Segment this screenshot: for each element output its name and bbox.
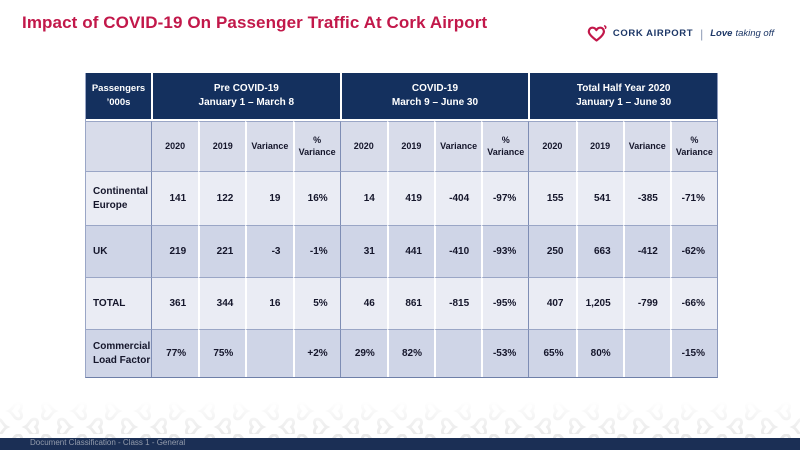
table-subheader-spacer bbox=[86, 121, 151, 171]
brand-name: CORK AIRPORT bbox=[612, 28, 694, 39]
table-cell bbox=[245, 329, 293, 377]
table-cell: 14 bbox=[339, 171, 387, 225]
table-cell: 407 bbox=[528, 277, 576, 329]
table-cell: -66% bbox=[669, 277, 717, 329]
table-subheader-cell: Variance bbox=[434, 121, 482, 171]
pattern-fade bbox=[0, 402, 800, 438]
data-table: Passengers ’000s Pre COVID-19 January 1 – M… bbox=[85, 73, 718, 378]
table-cell: 16% bbox=[292, 171, 340, 225]
table-section-header: COVID-19 March 9 – June 30 bbox=[339, 73, 529, 121]
table-subheader-cell: 2019 bbox=[575, 121, 623, 171]
table-cell: 344 bbox=[198, 277, 246, 329]
table-cell bbox=[622, 329, 670, 377]
table-cell bbox=[434, 329, 482, 377]
table-cell: 82% bbox=[386, 329, 434, 377]
table-cell: -93% bbox=[481, 225, 529, 277]
row-label: TOTAL bbox=[86, 277, 151, 329]
table-cell: -95% bbox=[481, 277, 529, 329]
table-section-header: Pre COVID-19 January 1 – March 8 bbox=[151, 73, 340, 121]
table-cell: 122 bbox=[198, 171, 246, 225]
table-cell: -15% bbox=[669, 329, 717, 377]
table-subheader-cell: 2020 bbox=[339, 121, 387, 171]
table-subheader-cell: 2019 bbox=[198, 121, 246, 171]
table-cell: +2% bbox=[292, 329, 340, 377]
table-cell: 75% bbox=[198, 329, 246, 377]
table-cell: -815 bbox=[434, 277, 482, 329]
table-section-header: Total Half Year 2020 January 1 – June 30 bbox=[528, 73, 717, 121]
row-label: Continental Europe bbox=[86, 171, 151, 225]
table-cell: 77% bbox=[151, 329, 199, 377]
table-cell: -410 bbox=[434, 225, 482, 277]
table-cell: 250 bbox=[528, 225, 576, 277]
bottom-bar bbox=[0, 438, 800, 450]
brand-logo: CORK AIRPORT | Love taking off bbox=[586, 24, 774, 43]
table-cell: -412 bbox=[622, 225, 670, 277]
table-cell: 80% bbox=[575, 329, 623, 377]
table-cell: 361 bbox=[151, 277, 199, 329]
table-cell: 65% bbox=[528, 329, 576, 377]
table-cell: 221 bbox=[198, 225, 246, 277]
table-cell: -404 bbox=[434, 171, 482, 225]
table-subheader-cell: 2020 bbox=[151, 121, 199, 171]
row-label: Commercial Load Factor bbox=[86, 329, 151, 377]
table-subheader-cell: 2020 bbox=[528, 121, 576, 171]
table-cell: -71% bbox=[669, 171, 717, 225]
table-cell: 19 bbox=[245, 171, 293, 225]
classification-text: Document Classification - Class 1 - Gene… bbox=[30, 438, 186, 447]
table-subheader-cell: % Variance bbox=[481, 121, 529, 171]
page-title: Impact of COVID-19 On Passenger Traffic … bbox=[22, 13, 488, 32]
table-cell: -62% bbox=[669, 225, 717, 277]
row-label: UK bbox=[86, 225, 151, 277]
table-cell: -3 bbox=[245, 225, 293, 277]
table-cell: 419 bbox=[386, 171, 434, 225]
logo-divider: | bbox=[700, 26, 704, 41]
table-cell: 441 bbox=[386, 225, 434, 277]
table-cell: -385 bbox=[622, 171, 670, 225]
table-cell: 31 bbox=[339, 225, 387, 277]
table-cell: 541 bbox=[575, 171, 623, 225]
table-cell: 29% bbox=[339, 329, 387, 377]
table-subheader-cell: % Variance bbox=[292, 121, 340, 171]
table-cell: 663 bbox=[575, 225, 623, 277]
table-cell: -97% bbox=[481, 171, 529, 225]
table-cell: -1% bbox=[292, 225, 340, 277]
table-subheader-cell: Variance bbox=[622, 121, 670, 171]
table-cell: -799 bbox=[622, 277, 670, 329]
table-cell: 5% bbox=[292, 277, 340, 329]
table-cell: 1,205 bbox=[575, 277, 623, 329]
table-cell: 219 bbox=[151, 225, 199, 277]
table-cell: 16 bbox=[245, 277, 293, 329]
table-cell: 141 bbox=[151, 171, 199, 225]
table-corner-cell: Passengers ’000s bbox=[86, 73, 151, 121]
table-subheader-cell: 2019 bbox=[386, 121, 434, 171]
table-cell: -53% bbox=[481, 329, 529, 377]
table-subheader-cell: Variance bbox=[245, 121, 293, 171]
table-subheader-cell: % Variance bbox=[669, 121, 717, 171]
heart-icon bbox=[586, 24, 608, 43]
table-cell: 861 bbox=[386, 277, 434, 329]
table-cell: 155 bbox=[528, 171, 576, 225]
brand-tagline: Love taking off bbox=[710, 28, 774, 39]
table-cell: 46 bbox=[339, 277, 387, 329]
